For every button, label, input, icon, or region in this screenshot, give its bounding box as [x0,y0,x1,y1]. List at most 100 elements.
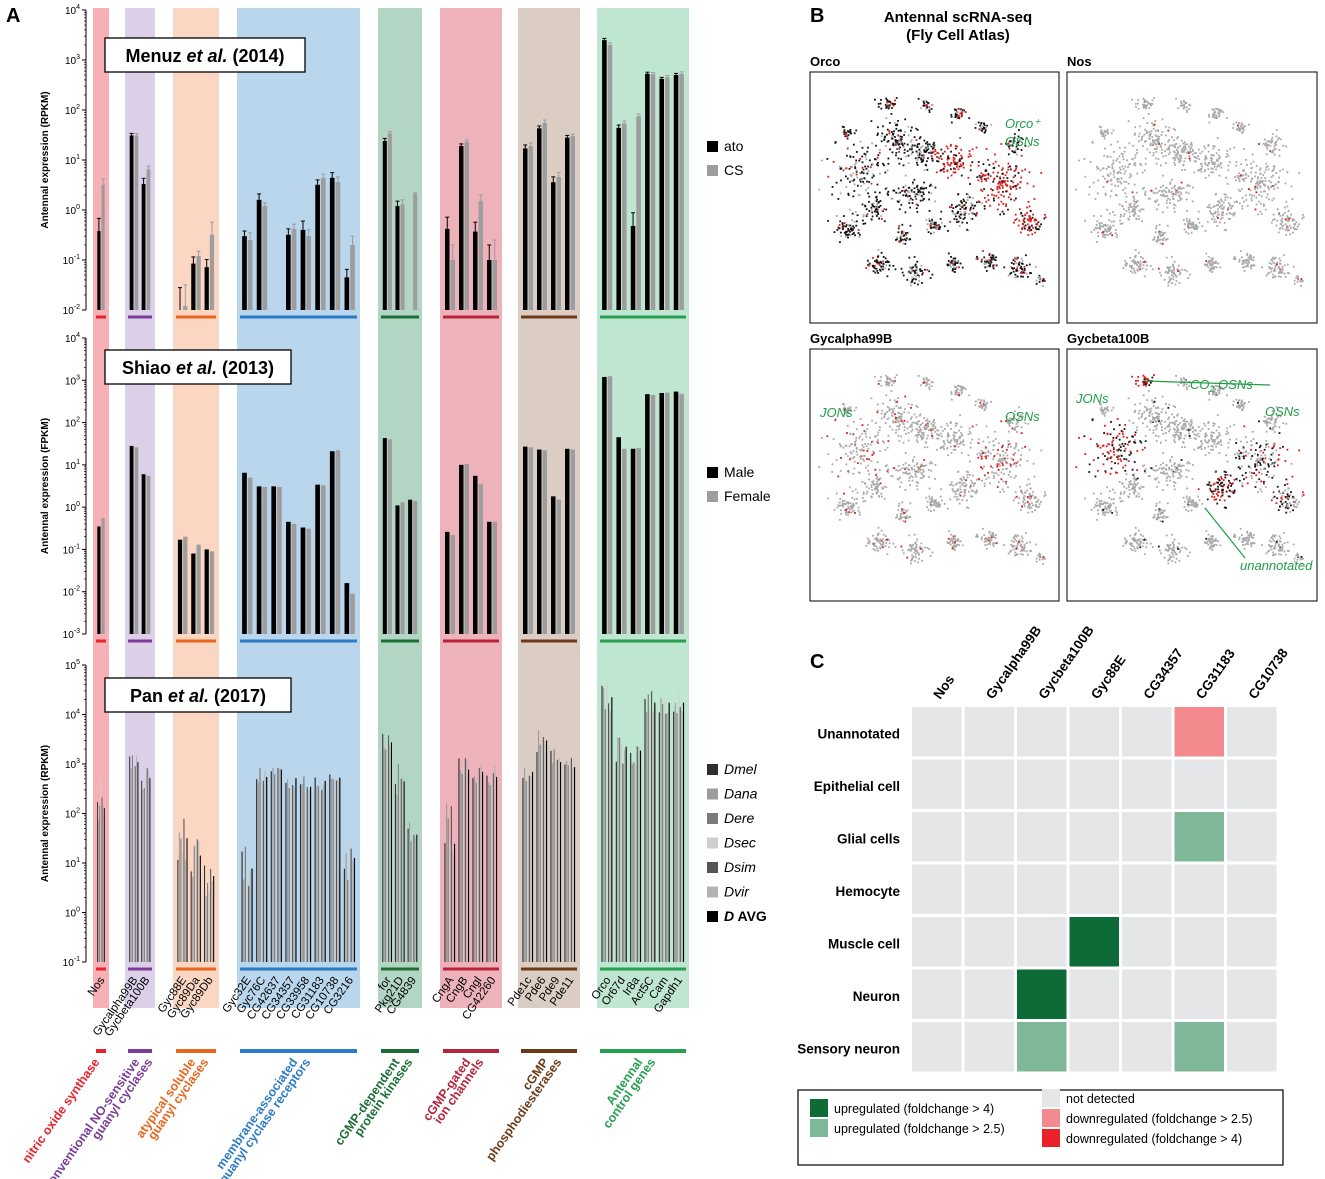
tsne-cell [1247,188,1250,190]
tsne-cell [957,539,960,542]
tsne-cell [1275,263,1278,266]
tsne-cell [868,262,871,265]
tsne-cell [1013,462,1016,465]
tsne-cell [1002,177,1005,179]
tsne-cell [864,433,867,435]
tsne-cell [920,438,923,441]
tsne-cell [1100,132,1103,134]
tsne-cell [849,224,852,227]
tsne-cell [946,541,949,544]
tsne-cell [983,207,986,210]
tsne-cell [1159,194,1162,197]
tsne-cell [1153,97,1155,99]
tsne-cell [1178,159,1181,162]
bar-Dere-CngA [447,818,449,962]
tsne-cell [1180,100,1182,103]
tsne-cell [1177,191,1180,193]
tsne-cell [1105,229,1108,232]
tsne-cell [1109,225,1112,228]
tsne-cell [1271,136,1274,139]
tsne-cell [1128,264,1131,267]
bar-Dmel-Gyc89Db [204,865,206,962]
bar-Dere-Pde11 [567,765,569,962]
tsne-cell [996,463,999,466]
tsne-cell [947,156,949,159]
tsne-cell [989,263,992,266]
tsne-cell [910,424,913,426]
tsne-cell [1157,203,1160,206]
tsne-cell [1037,276,1040,279]
tsne-cell [894,99,896,102]
tsne-cell [1027,201,1030,203]
tsne-cell [923,546,926,549]
tsne-cell [915,484,918,487]
tsne-cell [1007,168,1010,171]
tsne-cell [963,494,966,497]
tsne-cell [876,538,879,541]
tsne-cell [1100,215,1102,217]
tsne-cell [1211,263,1214,266]
tsne-cell [1212,215,1215,218]
bar-Dere-Nos [99,805,101,962]
tsne-cell [1007,142,1010,145]
tsne-cell [1197,169,1200,172]
tsne-cell [887,261,890,264]
tsne-cell [967,433,970,436]
tsne-cell [1121,153,1124,156]
tsne-cell [984,174,987,177]
tsne-cell [1241,131,1244,134]
tsne-cell [907,439,910,442]
tsne-cell [911,554,914,557]
bar-Dsim-CG31183 [321,789,323,962]
tsne-cell [1237,126,1240,129]
tsne-cell [1112,129,1115,132]
tsne-cell [1137,265,1140,268]
tsne-cell [932,143,935,146]
tsne-cell [954,116,957,119]
tsne-cell [983,534,986,537]
tsne-cell [982,250,984,252]
tsne-cell [904,174,907,177]
tsne-cell [1179,196,1182,199]
tsne-cell [910,139,913,141]
tsne-cell [1263,171,1266,174]
tsne-cell [839,504,842,507]
bar-Female-Cam [665,392,670,634]
tsne-cell [919,464,922,467]
tsne-cell [841,222,844,225]
tsne-cell [848,229,850,232]
tsne-cell [1243,148,1246,150]
tsne-cell [878,206,880,208]
tsne-cell [936,433,938,436]
tsne-cell [1168,266,1171,269]
tsne-cell [1278,211,1280,214]
bar-Dvir-Pde11 [572,767,574,962]
tsne-cell [950,150,952,153]
tsne-cell [1214,116,1217,119]
tsne-cell [925,146,927,149]
tsne-cell [1158,136,1161,138]
tsne-cell [886,446,889,449]
tsne-cell [1286,171,1289,174]
tsne-cell [1112,173,1115,176]
tsne-cell [818,466,821,469]
tsne-cell [1215,114,1218,117]
tsne-cell [957,220,960,223]
tsne-cell [1167,140,1170,143]
tsne-cell [949,263,951,266]
tsne-cell [1015,258,1018,260]
tsne-cell [1023,503,1026,506]
tsne-cell [1037,498,1040,501]
tsne-cell [1099,169,1102,172]
tsne-cell [1176,137,1179,140]
bar-Dsim-Nos [101,797,103,962]
tsne-cell [1036,500,1039,503]
tsne-cell [886,405,889,408]
tsne-cell [848,208,851,211]
bar-ato-Pde6 [537,128,542,310]
tsne-cell [1243,200,1245,203]
tsne-cell [1157,267,1160,270]
bar-Dsim-Act5C [650,691,653,962]
tsne-cell [1235,121,1238,124]
tsne-cell [854,441,857,444]
